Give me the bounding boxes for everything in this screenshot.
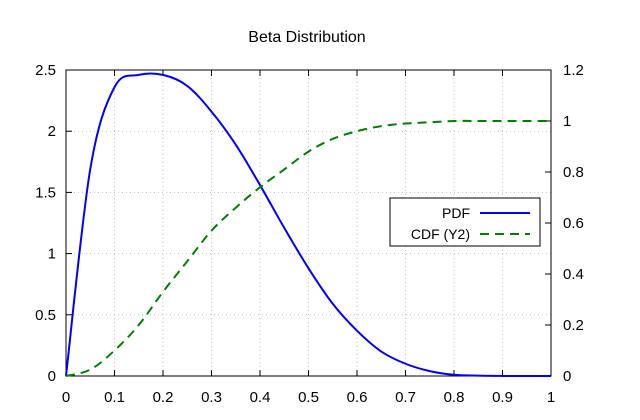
- x-tick-label: 1: [547, 389, 555, 406]
- y-tick-label: 2.5: [35, 62, 56, 79]
- x-tick-label: 0.6: [347, 389, 368, 406]
- y2-tick-label: 0.6: [563, 215, 584, 232]
- axis-ticks: [65, 69, 552, 377]
- x-tick-label: 0.3: [201, 389, 222, 406]
- chart-title: Beta Distribution: [248, 29, 365, 46]
- y2-tick-label: 0.8: [563, 164, 584, 181]
- series-line-pdf: [65, 72, 552, 378]
- y-tick-label: 1.5: [35, 184, 56, 201]
- y2-tick-labels: 0 0.2 0.4 0.6 0.8 1 1.2: [563, 62, 584, 385]
- x-tick-label: 0: [62, 389, 70, 406]
- y2-tick-label: 0.4: [563, 266, 584, 283]
- x-tick-labels: 0 0.1 0.2 0.3 0.4 0.5 0.6 0.7 0.8 0.9 1: [62, 389, 555, 406]
- y2-tick-label: 0: [563, 368, 571, 385]
- legend-label-cdf: CDF (Y2): [411, 226, 470, 242]
- y-tick-label: 0.5: [35, 307, 56, 324]
- data-series: [65, 72, 552, 378]
- x-tick-label: 0.1: [104, 389, 125, 406]
- legend-label-pdf: PDF: [442, 205, 470, 221]
- y-tick-label: 2: [48, 123, 56, 140]
- y2-tick-label: 1.2: [563, 62, 584, 79]
- legend: PDF CDF (Y2): [389, 197, 541, 247]
- y2-tick-label: 1: [563, 113, 571, 130]
- x-tick-label: 0.8: [444, 389, 465, 406]
- x-tick-label: 0.4: [250, 389, 271, 406]
- x-tick-label: 0.9: [492, 389, 513, 406]
- x-tick-label: 0.5: [298, 389, 319, 406]
- y-tick-label: 0: [48, 368, 56, 385]
- x-tick-label: 0.7: [395, 389, 416, 406]
- x-tick-label: 0.2: [153, 389, 174, 406]
- y-tick-labels: 0 0.5 1 1.5 2 2.5: [35, 62, 56, 385]
- y2-tick-label: 0.2: [563, 317, 584, 334]
- legend-box: [389, 197, 541, 247]
- series-line-cdf: [65, 119, 551, 377]
- y-tick-label: 1: [48, 246, 56, 263]
